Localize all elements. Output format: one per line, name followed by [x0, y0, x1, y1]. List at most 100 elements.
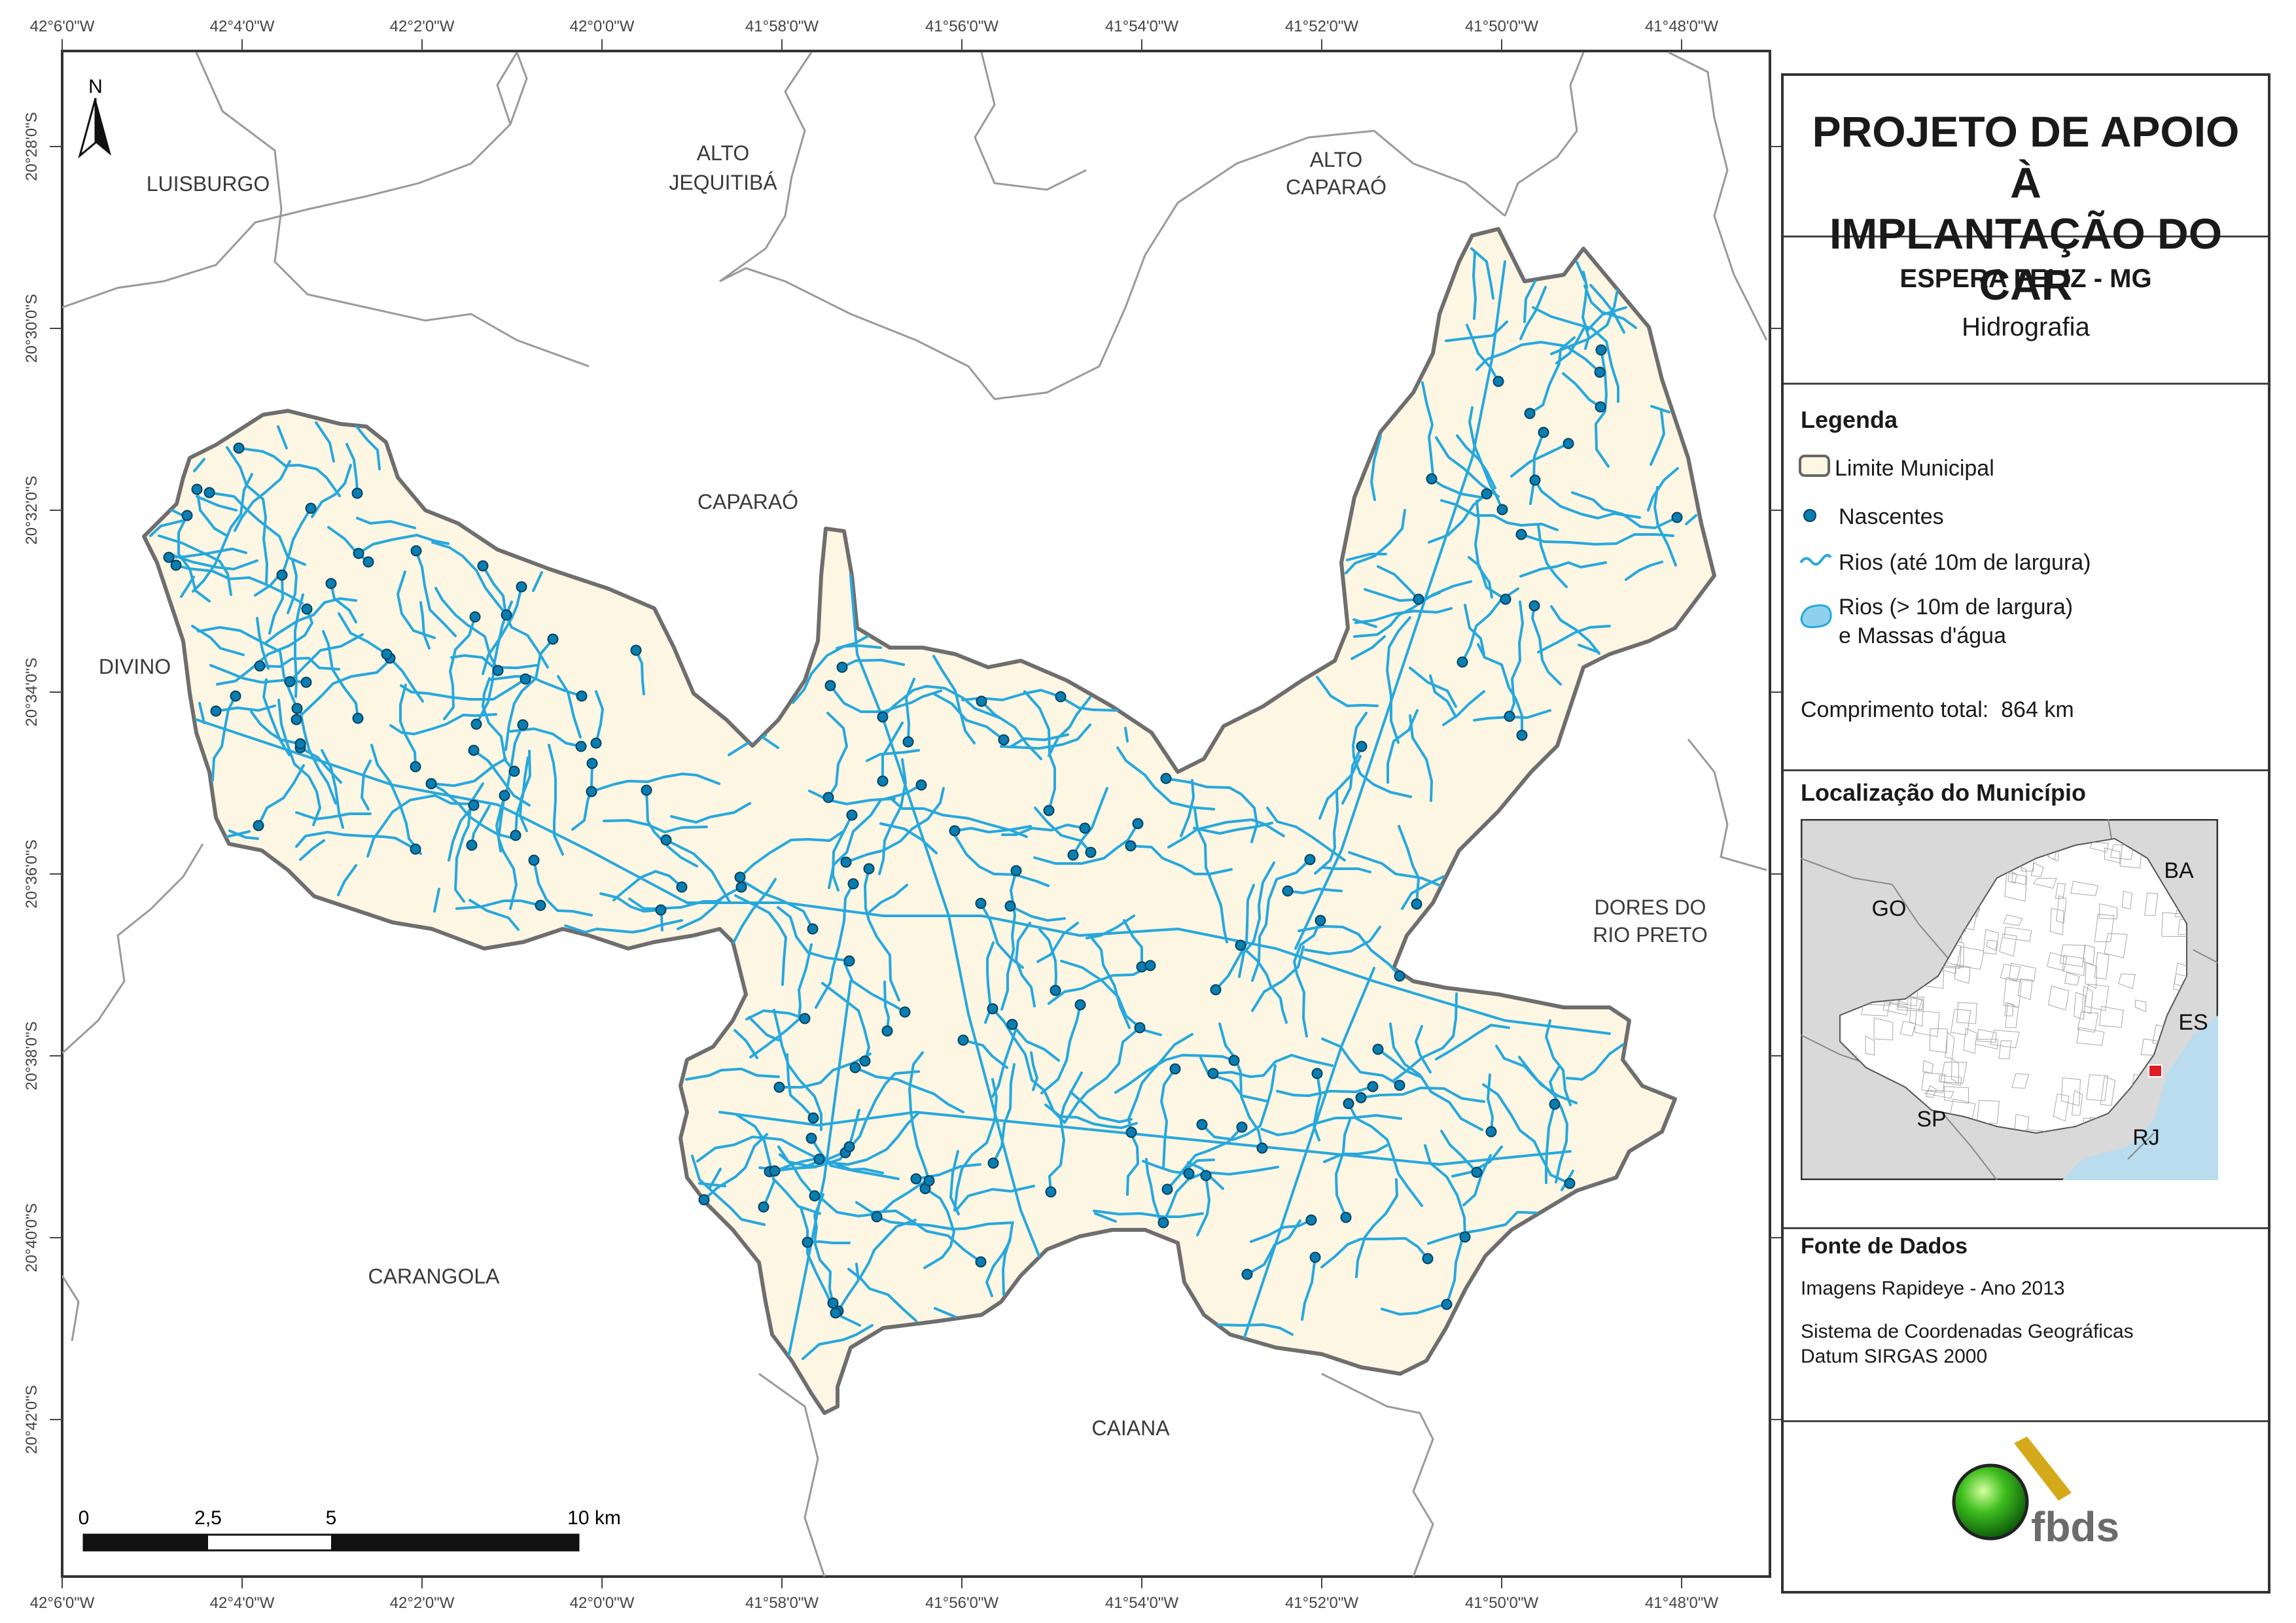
legend-symbols: [1799, 455, 1832, 629]
label-dores-2: RIO PRETO: [1593, 923, 1707, 947]
river-segment: [739, 829, 845, 879]
river-segment: [1377, 1048, 1423, 1079]
spring-point: [1004, 900, 1016, 912]
river-segment: [749, 943, 813, 1058]
spring-point: [630, 644, 642, 656]
river-segment: [433, 888, 440, 913]
spring-point: [877, 775, 889, 787]
source-line-2: Sistema de Coordenadas Geográficas: [1801, 1321, 2134, 1342]
spring-point: [1169, 1063, 1181, 1075]
river-segment: [628, 892, 730, 910]
source-line-1: Imagens Rapideye - Ano 2013: [1801, 1278, 2065, 1299]
river-segment: [1094, 1212, 1117, 1223]
river-segment: [482, 585, 523, 675]
river-segment: [779, 1153, 816, 1197]
spring-point: [1132, 818, 1144, 829]
spring-point: [254, 660, 266, 672]
spring-point: [676, 881, 688, 893]
spring-point: [799, 1013, 811, 1024]
river-segment: [361, 759, 372, 811]
lon-tick-label: 42°6'0"W: [30, 1594, 95, 1612]
spring-point: [863, 863, 875, 875]
spring-point: [410, 761, 421, 773]
river-segment: [1341, 745, 1363, 805]
river-segment: [1386, 616, 1411, 744]
river-segment: [1429, 674, 1457, 718]
lon-tick-label: 41°54'0"W: [1105, 1594, 1178, 1612]
river-segment: [881, 722, 904, 782]
river-segment: [321, 749, 344, 829]
river-segment: [299, 839, 325, 861]
river-segment: [177, 514, 211, 602]
spring-point: [859, 1055, 871, 1067]
north-arrow-icon: [96, 98, 111, 156]
river-segment: [495, 724, 524, 852]
river-segment: [826, 712, 848, 799]
river-segment: [777, 906, 851, 962]
river-segment: [468, 899, 520, 931]
spring-point: [517, 719, 529, 731]
river-segment: [1495, 1045, 1578, 1104]
river-segment: [1440, 1130, 1478, 1174]
spring-point: [1481, 488, 1492, 500]
river-segment: [1545, 1019, 1572, 1106]
spring-point: [284, 676, 296, 688]
river-segment: [1386, 709, 1419, 784]
spring-point: [1309, 1251, 1321, 1263]
river-segment: [952, 831, 1050, 887]
river-segment: [1212, 1054, 1333, 1078]
spring-point: [253, 820, 264, 831]
neighbor-boundaries: [62, 51, 1768, 1577]
spring-point: [1441, 1299, 1453, 1310]
river-segment: [1354, 607, 1453, 624]
river-segment: [806, 1240, 851, 1244]
river-segment: [1260, 1114, 1402, 1136]
scale-label-10km: 10 km: [567, 1507, 621, 1529]
river-segment: [1415, 1025, 1432, 1073]
spring-point: [849, 1062, 861, 1073]
river-segment: [784, 980, 852, 1375]
river-segment: [599, 892, 662, 913]
label-alto-jequitiba-2: JEQUITIBÁ: [669, 171, 777, 194]
river-segment: [475, 601, 513, 725]
spring-point: [1006, 1019, 1018, 1030]
scale-bar: 0 2,5 5 10 km: [79, 1507, 621, 1552]
river-segment: [1181, 1126, 1243, 1172]
river-segment: [1214, 884, 1255, 991]
source-line-3: Datum SIRGAS 2000: [1801, 1346, 1988, 1367]
river-segment: [1571, 491, 1678, 529]
spring-point: [1529, 474, 1541, 486]
river-segment: [1468, 556, 1507, 601]
spring-point: [1426, 473, 1438, 485]
spring-point: [1125, 840, 1137, 852]
spring-point: [1079, 822, 1091, 834]
spring-point: [827, 1297, 839, 1309]
river-segment: [980, 902, 1024, 969]
river-segment: [1266, 807, 1346, 862]
river-segment: [733, 1029, 758, 1059]
spring-point: [1485, 1126, 1497, 1138]
lat-tick-label: 20°30'0"S: [23, 294, 41, 362]
river-segment: [443, 616, 476, 720]
river-segment: [1048, 1072, 1083, 1193]
spring-point: [362, 556, 374, 568]
river-segment: [1466, 324, 1500, 383]
river-segment: [1409, 667, 1457, 708]
title-section: PROJETO DE APOIO À IMPLANTAÇÃO DO CAR: [1784, 76, 2268, 309]
spring-point: [575, 741, 587, 752]
river-segment: [665, 839, 732, 904]
river-segment: [330, 582, 357, 623]
spring-point: [425, 778, 437, 790]
river-segment: [1562, 372, 1602, 408]
spring-point: [576, 690, 588, 702]
river-segment: [748, 1016, 780, 1041]
river-segment: [1529, 431, 1545, 505]
spring-point: [1067, 849, 1079, 861]
river-segment: [1126, 1133, 1139, 1196]
spring-point: [1235, 939, 1246, 951]
river-segment: [1650, 405, 1670, 413]
river-segment: [612, 870, 683, 901]
municipal-boundary: [142, 227, 1716, 1415]
spring-point: [846, 809, 858, 821]
river-segment: [1346, 553, 1387, 561]
